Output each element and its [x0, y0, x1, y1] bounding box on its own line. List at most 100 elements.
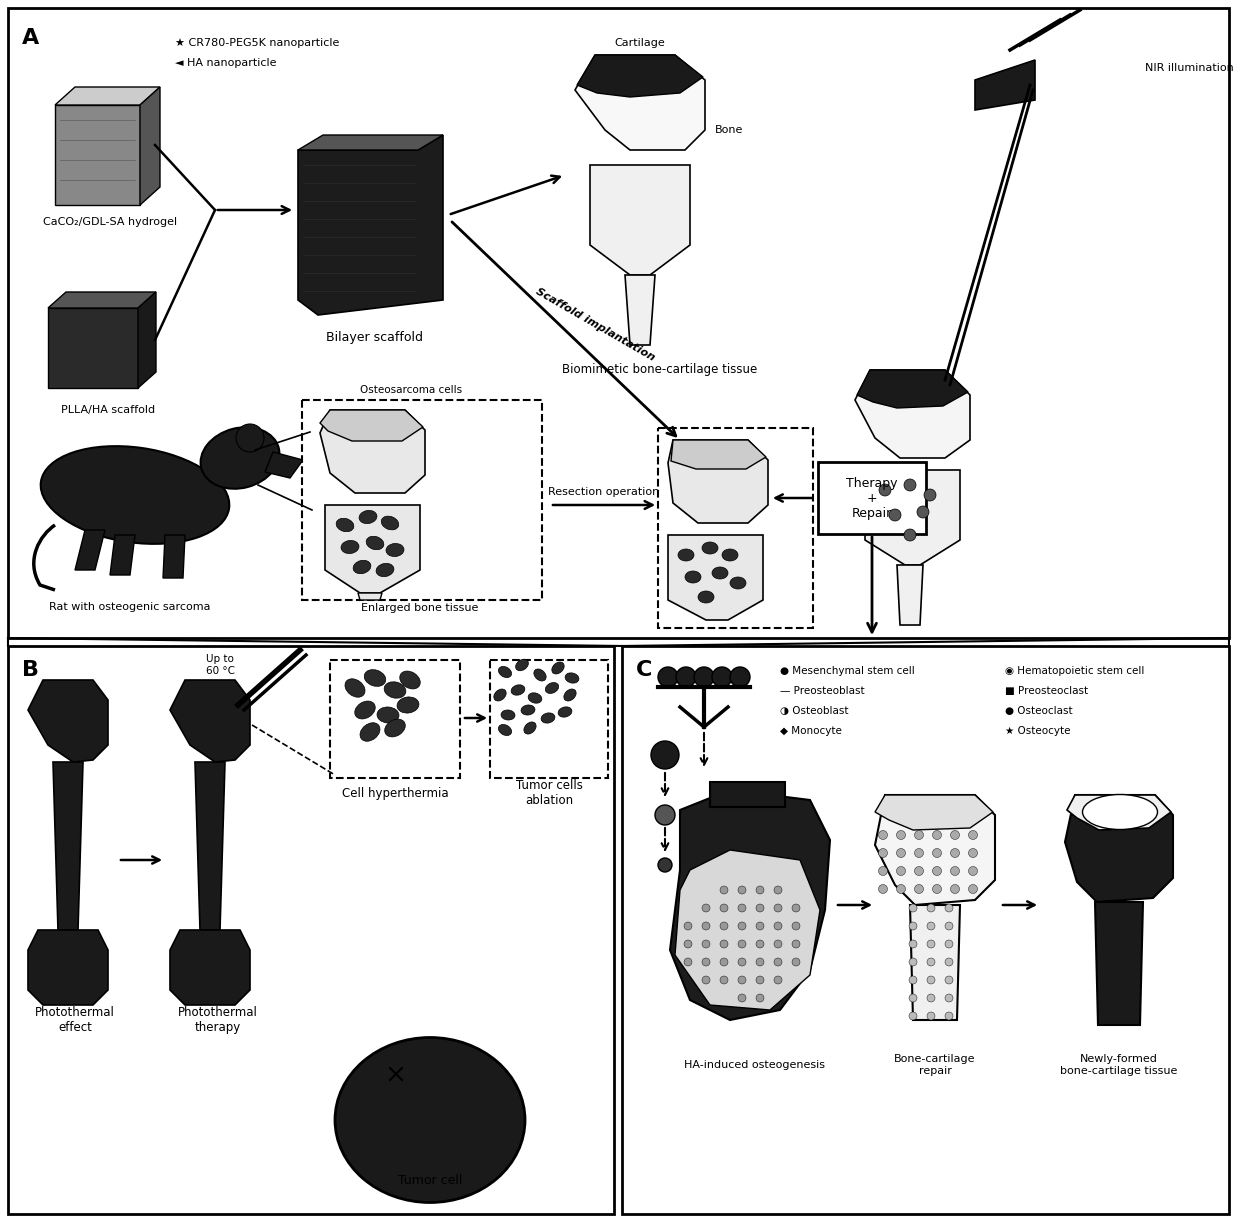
Circle shape	[889, 510, 901, 521]
Ellipse shape	[400, 671, 421, 689]
Polygon shape	[325, 505, 421, 593]
Circle shape	[945, 1012, 952, 1020]
Circle shape	[756, 904, 764, 912]
Circle shape	[904, 529, 917, 541]
Circle shape	[969, 831, 977, 840]
Polygon shape	[1095, 902, 1143, 1025]
Circle shape	[969, 885, 977, 893]
Circle shape	[927, 993, 935, 1002]
Ellipse shape	[41, 446, 229, 544]
Polygon shape	[975, 60, 1035, 110]
Polygon shape	[54, 87, 160, 105]
Ellipse shape	[494, 689, 507, 700]
Ellipse shape	[499, 725, 511, 736]
Ellipse shape	[564, 689, 576, 701]
Text: B: B	[22, 660, 40, 679]
Circle shape	[774, 904, 782, 912]
Text: Cell hyperthermia: Cell hyperthermia	[341, 787, 448, 799]
Circle shape	[927, 904, 935, 912]
Circle shape	[713, 667, 732, 687]
Ellipse shape	[523, 722, 537, 733]
Circle shape	[738, 923, 746, 930]
Circle shape	[720, 958, 729, 967]
Ellipse shape	[385, 720, 406, 737]
Circle shape	[720, 940, 729, 948]
Circle shape	[738, 886, 746, 895]
Ellipse shape	[345, 679, 365, 697]
Circle shape	[945, 923, 952, 930]
Ellipse shape	[678, 549, 694, 561]
Circle shape	[897, 831, 905, 840]
Circle shape	[738, 993, 746, 1002]
Text: Tumor cells
ablation: Tumor cells ablation	[516, 778, 583, 807]
Circle shape	[909, 923, 917, 930]
Circle shape	[756, 923, 764, 930]
Text: Tumor cell: Tumor cell	[398, 1173, 463, 1187]
Circle shape	[684, 958, 691, 967]
Text: Photothermal
effect: Photothermal effect	[35, 1006, 115, 1034]
Ellipse shape	[341, 540, 359, 554]
Polygon shape	[28, 679, 108, 763]
Circle shape	[675, 667, 696, 687]
Polygon shape	[110, 535, 135, 576]
Ellipse shape	[698, 591, 714, 602]
Polygon shape	[163, 535, 186, 578]
Text: CaCO₂/GDL-SA hydrogel: CaCO₂/GDL-SA hydrogel	[43, 218, 177, 227]
Ellipse shape	[722, 549, 738, 561]
Polygon shape	[320, 411, 423, 441]
Bar	[818, 462, 927, 534]
Text: Resection operation: Resection operation	[548, 488, 659, 497]
Ellipse shape	[516, 659, 528, 671]
Circle shape	[684, 923, 691, 930]
Ellipse shape	[703, 543, 717, 554]
Text: Enlarged bone tissue: Enlarged bone tissue	[361, 602, 479, 613]
Circle shape	[756, 940, 764, 948]
Ellipse shape	[713, 567, 729, 579]
Ellipse shape	[335, 1037, 524, 1202]
Ellipse shape	[552, 662, 564, 675]
Circle shape	[792, 940, 800, 948]
Text: PLLA/HA scaffold: PLLA/HA scaffold	[61, 404, 155, 415]
Circle shape	[774, 923, 782, 930]
Bar	[7, 646, 614, 1213]
Polygon shape	[625, 275, 656, 345]
Circle shape	[969, 866, 977, 875]
Ellipse shape	[377, 708, 400, 723]
Text: Up to
60 °C: Up to 60 °C	[205, 654, 235, 676]
Polygon shape	[139, 292, 156, 389]
Polygon shape	[75, 530, 105, 569]
Circle shape	[909, 1012, 917, 1020]
Circle shape	[909, 993, 917, 1002]
Circle shape	[945, 904, 952, 912]
Text: — Preosteoblast: — Preosteoblast	[781, 686, 865, 697]
Polygon shape	[1065, 796, 1173, 902]
Circle shape	[914, 866, 924, 875]
Ellipse shape	[381, 516, 398, 530]
Ellipse shape	[376, 563, 393, 577]
Circle shape	[950, 848, 960, 858]
Polygon shape	[576, 55, 703, 97]
Ellipse shape	[1082, 794, 1158, 830]
Text: C: C	[636, 660, 652, 679]
Bar	[710, 782, 785, 807]
Circle shape	[738, 958, 746, 967]
Circle shape	[897, 866, 905, 875]
Text: ◑ Osteoblast: ◑ Osteoblast	[781, 706, 849, 716]
Ellipse shape	[359, 723, 381, 741]
Ellipse shape	[366, 536, 383, 550]
Circle shape	[924, 489, 936, 501]
Polygon shape	[169, 679, 250, 763]
Text: Rat with osteogenic sarcoma: Rat with osteogenic sarcoma	[49, 602, 210, 612]
Polygon shape	[53, 763, 83, 930]
Circle shape	[774, 976, 782, 984]
Circle shape	[658, 858, 672, 873]
Ellipse shape	[502, 709, 515, 721]
Circle shape	[730, 667, 750, 687]
Circle shape	[658, 667, 678, 687]
Circle shape	[774, 940, 782, 948]
Circle shape	[703, 976, 710, 984]
Polygon shape	[28, 930, 108, 1004]
Polygon shape	[590, 165, 690, 275]
Circle shape	[720, 904, 729, 912]
Circle shape	[933, 831, 941, 840]
